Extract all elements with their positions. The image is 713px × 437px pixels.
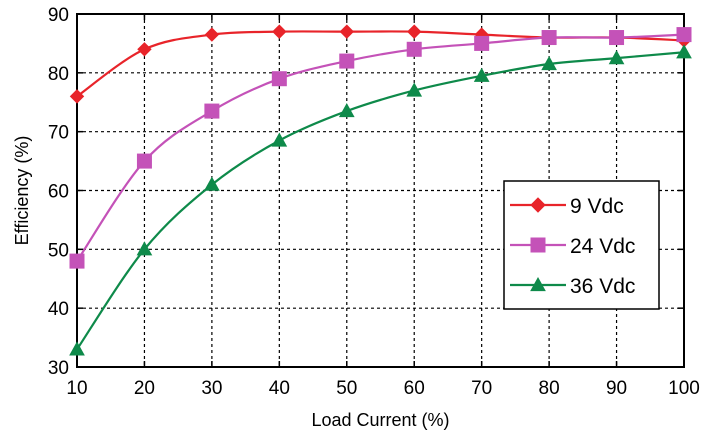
x-tick-label: 40 [269, 378, 290, 399]
y-axis-label: Efficiency (%) [12, 136, 32, 246]
triangle-marker [136, 241, 153, 256]
y-tick-label: 30 [48, 358, 69, 379]
x-tick-label: 70 [471, 378, 492, 399]
legend-label: 24 Vdc [570, 235, 635, 258]
y-tick-label: 40 [48, 299, 69, 320]
square-marker [609, 30, 625, 46]
y-tick-label: 80 [48, 64, 69, 85]
axis-ticks: 10 20 30 40 50 60 70 80 90 100 30 40 50 60 70 80 90 [48, 5, 700, 399]
legend: 9 Vdc 24 Vdc 36 Vdc [503, 180, 660, 310]
x-tick-label: 90 [606, 378, 627, 399]
series-1 [69, 27, 692, 269]
x-tick-label: 60 [404, 378, 425, 399]
x-tick-label: 50 [336, 378, 357, 399]
x-axis-label: Load Current (%) [311, 410, 449, 430]
diamond-marker [272, 24, 287, 39]
square-marker [271, 71, 287, 87]
diamond-marker [407, 24, 422, 39]
square-marker [474, 35, 490, 51]
y-tick-label: 90 [48, 5, 69, 26]
triangle-marker [69, 341, 85, 356]
series-line [76, 51, 685, 350]
square-marker [541, 30, 557, 46]
triangle-marker [541, 55, 557, 71]
triangle-marker [271, 132, 288, 147]
y-tick-label: 60 [48, 182, 69, 203]
y-tick-label: 70 [48, 123, 69, 144]
legend-item: 9 Vdc [510, 195, 624, 218]
series-line [76, 33, 685, 262]
x-tick-label: 30 [201, 378, 222, 399]
square-marker [676, 27, 692, 43]
legend-item: 24 Vdc [510, 235, 635, 258]
diamond-marker [69, 89, 85, 104]
triangle-marker [338, 103, 355, 118]
square-marker [530, 237, 546, 253]
triangle-marker [406, 82, 423, 97]
x-tick-label: 80 [539, 378, 560, 399]
square-marker [339, 53, 355, 69]
x-tick-label: 20 [134, 378, 155, 399]
triangle-marker [530, 276, 546, 292]
triangle-marker [473, 67, 490, 82]
diamond-marker [137, 42, 152, 57]
square-marker [406, 41, 422, 57]
diamond-marker [204, 27, 220, 42]
triangle-marker [204, 176, 220, 191]
x-tick-label: 100 [668, 378, 700, 399]
square-marker [69, 253, 85, 269]
legend-label: 36 Vdc [570, 275, 635, 298]
legend-item: 36 Vdc [510, 275, 635, 298]
triangle-marker [676, 44, 692, 59]
series-line [76, 30, 685, 98]
square-marker [136, 153, 152, 169]
diamond-marker [530, 197, 546, 213]
series-2 [69, 44, 692, 356]
series-layer [69, 24, 692, 356]
x-tick-label: 10 [66, 378, 87, 399]
y-tick-label: 50 [48, 240, 69, 261]
triangle-marker [608, 50, 625, 65]
square-marker [204, 103, 220, 119]
diamond-marker [339, 24, 354, 39]
legend-label: 9 Vdc [570, 195, 624, 218]
